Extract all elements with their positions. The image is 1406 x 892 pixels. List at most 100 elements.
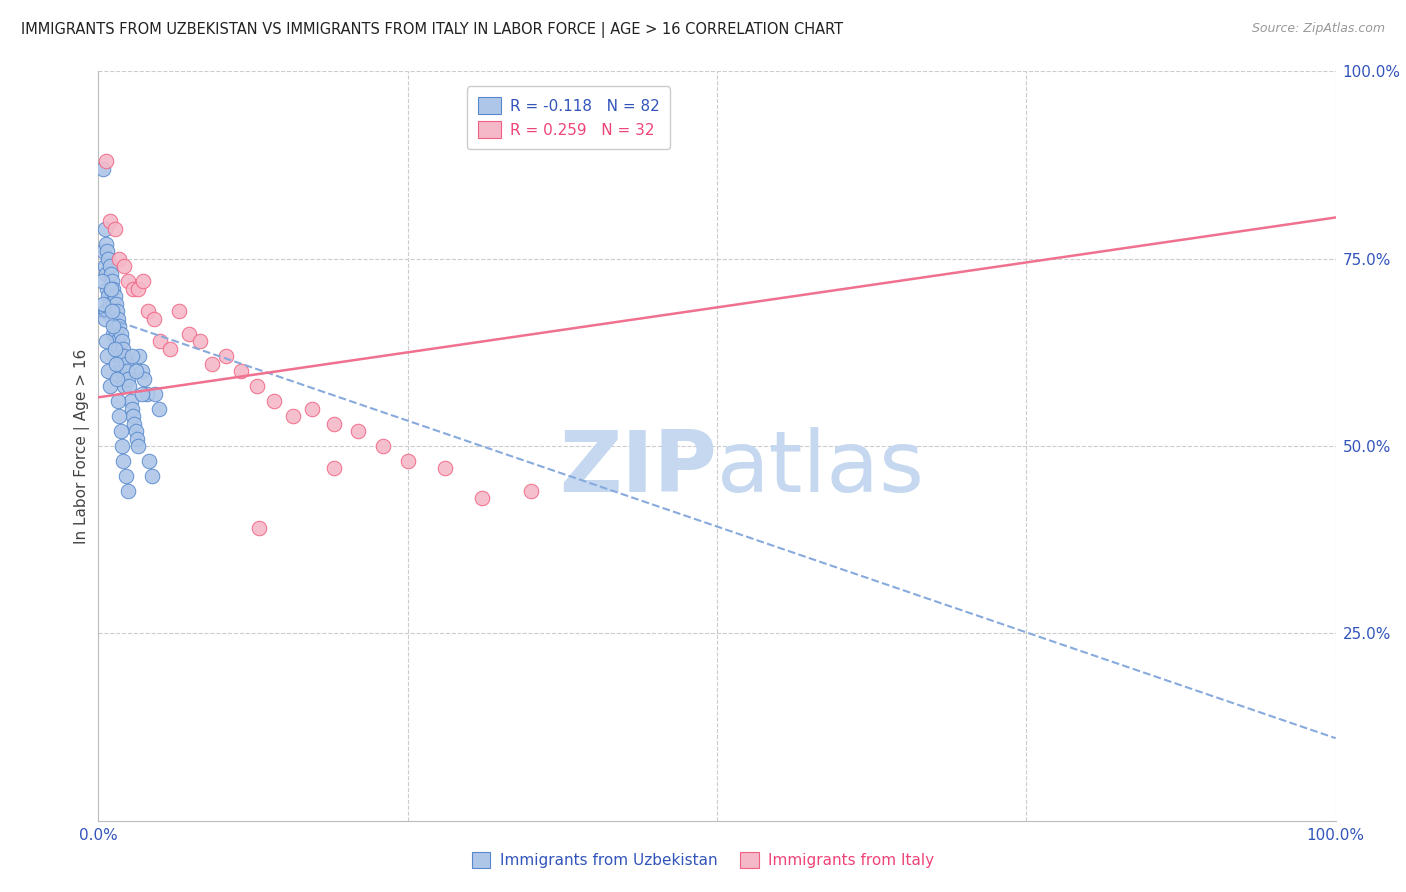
Point xyxy=(520,483,543,498)
Text: Source: ZipAtlas.com: Source: ZipAtlas.com xyxy=(1251,22,1385,36)
Point xyxy=(108,349,131,363)
Point xyxy=(110,424,132,438)
Point xyxy=(112,342,135,356)
Point xyxy=(94,267,117,281)
Point xyxy=(93,259,115,273)
Point xyxy=(101,274,124,288)
Point xyxy=(103,319,125,334)
Point xyxy=(103,319,125,334)
Point xyxy=(105,334,128,348)
Point xyxy=(120,394,142,409)
Y-axis label: In Labor Force | Age > 16: In Labor Force | Age > 16 xyxy=(75,349,90,543)
Point xyxy=(100,282,122,296)
Point xyxy=(433,461,456,475)
Point xyxy=(110,326,132,341)
Point xyxy=(118,379,141,393)
Point xyxy=(111,334,134,348)
Point xyxy=(114,357,136,371)
Point xyxy=(93,304,115,318)
Point xyxy=(98,379,121,393)
Point xyxy=(322,461,344,475)
Point xyxy=(110,357,132,371)
Point xyxy=(104,326,127,341)
Point xyxy=(201,357,224,371)
Point xyxy=(98,214,121,228)
Point xyxy=(103,221,125,235)
Point xyxy=(96,244,118,259)
Point xyxy=(117,274,139,288)
Point xyxy=(104,296,127,310)
Point xyxy=(114,469,136,483)
Point xyxy=(104,357,127,371)
Point xyxy=(91,274,114,288)
Point xyxy=(97,252,120,266)
Point xyxy=(107,342,129,356)
Point xyxy=(101,311,124,326)
Point xyxy=(159,342,181,356)
Point xyxy=(112,259,135,273)
Point xyxy=(108,252,131,266)
Point xyxy=(93,221,115,235)
Text: atlas: atlas xyxy=(717,427,925,510)
Point xyxy=(93,244,115,259)
Point xyxy=(112,371,135,385)
Point xyxy=(112,349,135,363)
Legend: Immigrants from Uzbekistan, Immigrants from Italy: Immigrants from Uzbekistan, Immigrants f… xyxy=(465,846,941,874)
Point xyxy=(103,289,125,303)
Point xyxy=(105,371,128,385)
Point xyxy=(121,401,143,416)
Point xyxy=(97,289,120,303)
Point xyxy=(143,386,166,401)
Point xyxy=(247,521,270,535)
Point xyxy=(94,236,117,251)
Point xyxy=(96,282,118,296)
Point xyxy=(301,401,323,416)
Point xyxy=(98,296,121,310)
Point xyxy=(97,364,120,378)
Point xyxy=(246,379,269,393)
Point xyxy=(136,304,159,318)
Point xyxy=(125,432,148,446)
Point xyxy=(101,304,124,318)
Point xyxy=(103,296,125,310)
Point xyxy=(108,319,131,334)
Point xyxy=(122,282,145,296)
Point xyxy=(127,282,149,296)
Point xyxy=(124,364,146,378)
Point xyxy=(131,364,153,378)
Point xyxy=(121,349,143,363)
Point xyxy=(167,304,190,318)
Point xyxy=(215,349,238,363)
Point xyxy=(93,311,115,326)
Point xyxy=(131,386,153,401)
Point xyxy=(112,379,135,393)
Point xyxy=(100,304,122,318)
Point xyxy=(94,154,117,169)
Point xyxy=(96,349,118,363)
Point xyxy=(98,259,121,273)
Point xyxy=(103,342,125,356)
Point xyxy=(103,326,125,341)
Point xyxy=(188,334,211,348)
Point xyxy=(135,386,157,401)
Point xyxy=(100,267,122,281)
Point xyxy=(149,334,172,348)
Point xyxy=(124,417,146,431)
Point xyxy=(138,454,160,468)
Point xyxy=(100,282,122,296)
Point xyxy=(107,311,129,326)
Point xyxy=(263,394,285,409)
Point xyxy=(94,334,117,348)
Point xyxy=(143,311,166,326)
Point xyxy=(111,364,134,378)
Point xyxy=(177,326,200,341)
Point xyxy=(94,304,117,318)
Point xyxy=(281,409,304,423)
Point xyxy=(108,409,131,423)
Legend: R = -0.118   N = 82, R = 0.259   N = 32: R = -0.118 N = 82, R = 0.259 N = 32 xyxy=(467,87,671,149)
Point xyxy=(471,491,494,506)
Point xyxy=(105,304,128,318)
Point xyxy=(124,424,146,438)
Point xyxy=(229,364,252,378)
Point xyxy=(103,282,125,296)
